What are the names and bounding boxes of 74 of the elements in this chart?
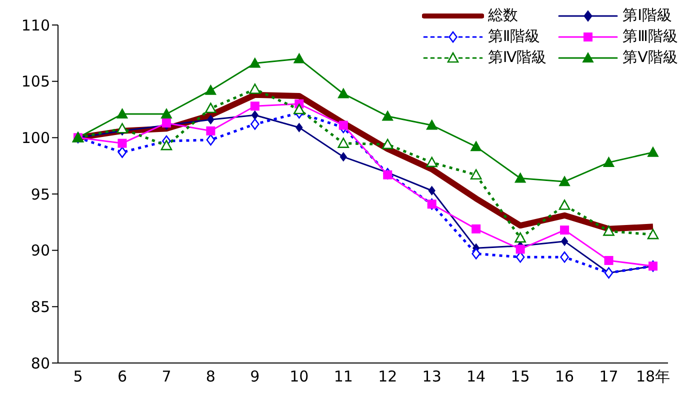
point [250, 118, 260, 130]
x-tick-label: 5 [73, 368, 83, 386]
x-tick-label: 15 [510, 368, 530, 386]
y-tick-label: 80 [30, 354, 50, 372]
y-tick-label: 110 [21, 16, 50, 34]
x-tick-label: 13 [422, 368, 442, 386]
y-tick-label: 105 [21, 72, 50, 91]
legend-label: 総数 [488, 6, 518, 25]
x-tick-label: 18年 [636, 368, 670, 386]
y-tick-label: 100 [21, 128, 50, 147]
y-tick-label: 90 [30, 242, 50, 260]
point [206, 134, 216, 146]
point [514, 232, 526, 243]
point [426, 156, 438, 168]
x-tick-label: 17 [599, 368, 618, 386]
point [382, 110, 394, 121]
point [383, 170, 392, 180]
point [516, 244, 525, 254]
x-tick-label: 11 [334, 368, 353, 386]
point [116, 108, 128, 119]
point [206, 126, 216, 136]
point [205, 84, 216, 95]
point [160, 108, 172, 119]
point [558, 200, 570, 210]
point [249, 84, 261, 94]
x-tick-label: 7 [162, 368, 172, 386]
point [294, 53, 305, 64]
point [647, 228, 659, 240]
point [560, 251, 569, 263]
legend-label: 第Ⅳ階級 [488, 48, 547, 67]
point [249, 58, 260, 68]
x-tick-label: 9 [250, 368, 260, 386]
point [118, 138, 127, 148]
point [116, 123, 128, 134]
point [251, 110, 258, 120]
point [162, 118, 171, 128]
x-tick-label: 14 [466, 368, 486, 386]
point [118, 146, 127, 158]
legend-label: 第Ⅲ階級 [622, 27, 678, 46]
y-tick-label: 85 [30, 298, 50, 316]
point [559, 176, 570, 186]
point [603, 156, 614, 167]
x-tick-label: 6 [117, 368, 128, 386]
point [470, 141, 482, 152]
point [207, 115, 214, 124]
point [382, 138, 394, 150]
point [603, 226, 614, 236]
x-tick-label: 10 [290, 368, 309, 386]
point [470, 169, 482, 180]
y-tick-label: 95 [30, 185, 50, 204]
legend-label: 第Ⅰ階級 [622, 6, 672, 25]
x-tick-label: 12 [378, 368, 398, 386]
point [604, 256, 614, 265]
point [560, 226, 570, 235]
point [160, 140, 172, 150]
point [338, 88, 349, 98]
point [250, 102, 260, 111]
point [205, 102, 216, 114]
point [294, 104, 305, 114]
legend-label: 第Ⅱ階級 [488, 27, 540, 46]
point [426, 120, 438, 130]
point [428, 186, 436, 196]
point [648, 146, 658, 157]
point [338, 138, 350, 148]
point [561, 236, 568, 246]
point [340, 152, 347, 162]
legend-label: 第Ⅴ階級 [622, 48, 678, 67]
point [296, 123, 303, 132]
point [472, 248, 480, 260]
x-tick-label: 16 [554, 368, 574, 386]
point [338, 120, 348, 130]
x-tick-label: 8 [206, 368, 216, 386]
point [472, 224, 481, 234]
point [514, 172, 526, 183]
